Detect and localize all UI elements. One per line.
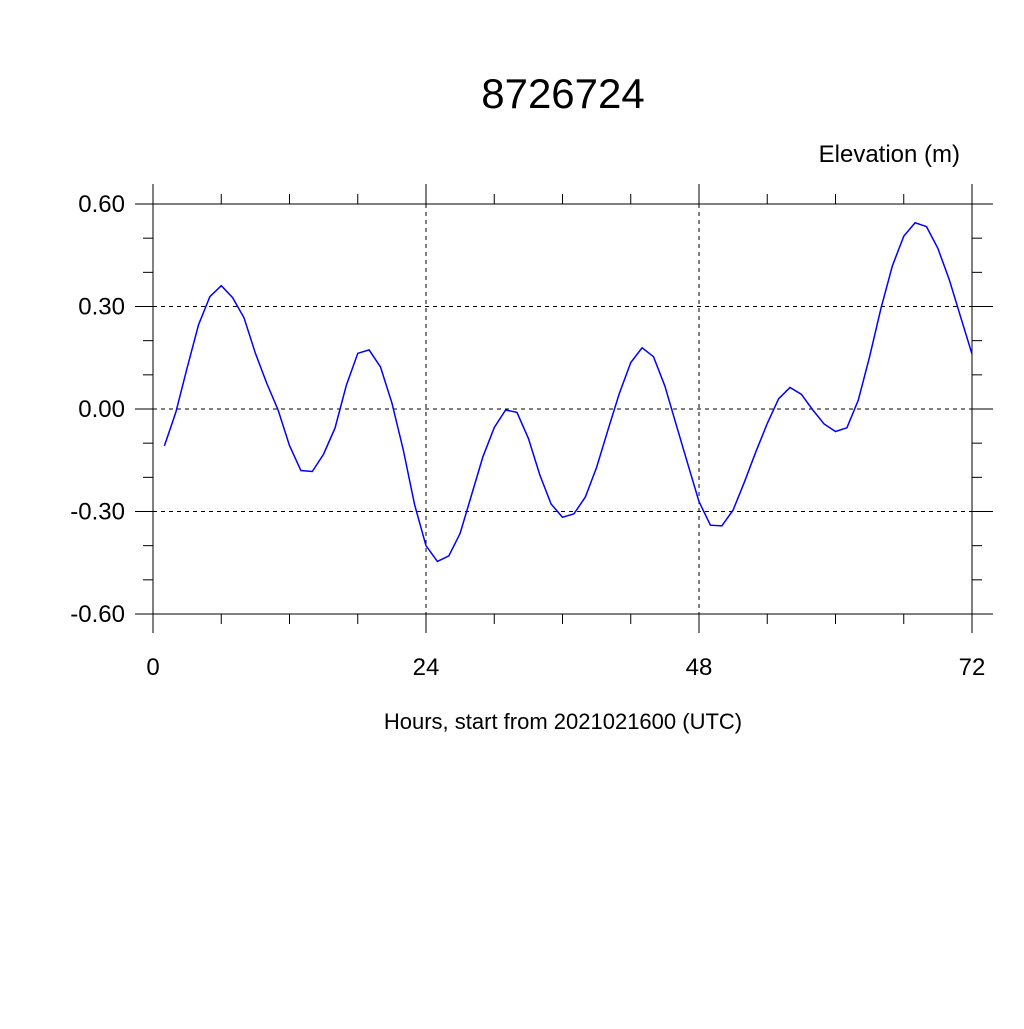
y-tick-label: -0.60 bbox=[70, 601, 125, 628]
grid bbox=[152, 203, 973, 615]
y-tick-label: 0.00 bbox=[78, 396, 125, 423]
y-tick-label: 0.60 bbox=[78, 191, 125, 218]
x-tick-label: 48 bbox=[686, 654, 713, 681]
plot-frame bbox=[152, 203, 973, 615]
axis-ticks bbox=[135, 184, 993, 633]
y-tick-label: 0.30 bbox=[78, 294, 125, 321]
x-tick-label: 72 bbox=[959, 654, 986, 681]
series-line-elevation bbox=[163, 221, 973, 563]
y-tick-label: -0.30 bbox=[70, 499, 125, 526]
chart-title: 8726724 bbox=[481, 70, 645, 117]
x-tick-label: 24 bbox=[413, 654, 440, 681]
tick-labels: 0.60 0.30 0.00 -0.30 -0.60 0 24 48 72 bbox=[70, 191, 985, 681]
x-tick-label: 0 bbox=[146, 654, 159, 681]
y-axis-label: Elevation (m) bbox=[819, 141, 960, 168]
x-axis-label: Hours, start from 2021021600 (UTC) bbox=[384, 709, 742, 734]
